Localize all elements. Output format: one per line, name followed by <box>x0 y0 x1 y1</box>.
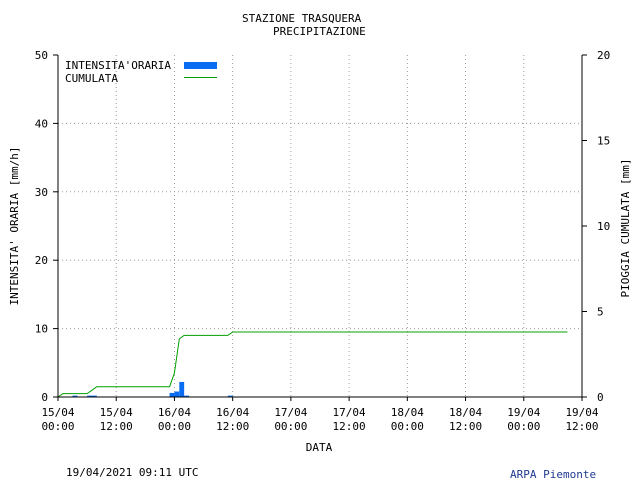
right-tick-label: 10 <box>597 220 610 233</box>
x-axis-title: DATA <box>306 441 333 454</box>
intensity-bars <box>72 381 233 397</box>
intensity-bar <box>72 395 78 397</box>
x-tick-date: 15/04 <box>100 406 133 419</box>
legend-cumulative-swatch <box>184 77 217 78</box>
left-tick-label: 40 <box>35 117 48 130</box>
axes <box>53 54 587 401</box>
legend-cumulative-label: CUMULATA <box>65 72 118 85</box>
right-tick-label: 20 <box>597 49 610 62</box>
intensity-bar <box>184 395 189 397</box>
x-tick-time: 12:00 <box>565 420 598 433</box>
left-tick-label: 50 <box>35 49 48 62</box>
left-tick-label: 0 <box>41 391 48 404</box>
x-tick-date: 15/04 <box>41 406 74 419</box>
chart-title-line1: STAZIONE TRASQUERA <box>242 12 362 25</box>
legend-intensity-swatch <box>184 62 217 69</box>
right-axis-title: PIOGGIA CUMULATA [mm] <box>619 158 632 297</box>
x-tick-date: 17/04 <box>333 406 366 419</box>
x-tick-time: 00:00 <box>158 420 191 433</box>
left-tick-label: 20 <box>35 254 48 267</box>
x-tick-date: 16/04 <box>216 406 249 419</box>
left-axis-title: INTENSITA' ORARIA [mm/h] <box>8 147 21 306</box>
left-tick-label: 30 <box>35 186 48 199</box>
x-tick-time: 12:00 <box>333 420 366 433</box>
tick-labels: 010203040500510152015/0400:0015/0412:001… <box>8 49 632 454</box>
grid <box>58 55 582 397</box>
intensity-bar <box>179 381 185 397</box>
x-tick-date: 17/04 <box>274 406 307 419</box>
x-tick-date: 19/04 <box>507 406 540 419</box>
cumulative-line-group <box>57 331 568 398</box>
left-tick-label: 10 <box>35 323 48 336</box>
x-tick-time: 00:00 <box>41 420 74 433</box>
intensity-bar <box>91 395 97 397</box>
intensity-bar <box>87 395 92 397</box>
x-tick-date: 16/04 <box>158 406 191 419</box>
intensity-bar <box>227 395 233 397</box>
x-tick-date: 18/04 <box>391 406 424 419</box>
agency-credit: ARPA Piemonte <box>510 468 597 481</box>
x-tick-time: 12:00 <box>216 420 249 433</box>
x-tick-time: 12:00 <box>100 420 133 433</box>
intensity-bar <box>169 392 175 397</box>
right-tick-label: 0 <box>597 391 604 404</box>
x-tick-time: 00:00 <box>391 420 424 433</box>
x-tick-date: 18/04 <box>449 406 482 419</box>
update-timestamp: 19/04/2021 09:11 UTC <box>66 466 199 479</box>
x-tick-date: 19/04 <box>565 406 598 419</box>
x-tick-time: 12:00 <box>449 420 482 433</box>
right-tick-label: 15 <box>597 135 610 148</box>
chart-title-line2: PRECIPITAZIONE <box>273 25 366 38</box>
right-tick-label: 5 <box>597 306 604 319</box>
legend-intensity-label: INTENSITA'ORARIA <box>65 59 171 72</box>
cumulative-line <box>57 331 568 398</box>
x-tick-time: 00:00 <box>274 420 307 433</box>
x-tick-time: 00:00 <box>507 420 540 433</box>
intensity-bar <box>174 391 180 397</box>
